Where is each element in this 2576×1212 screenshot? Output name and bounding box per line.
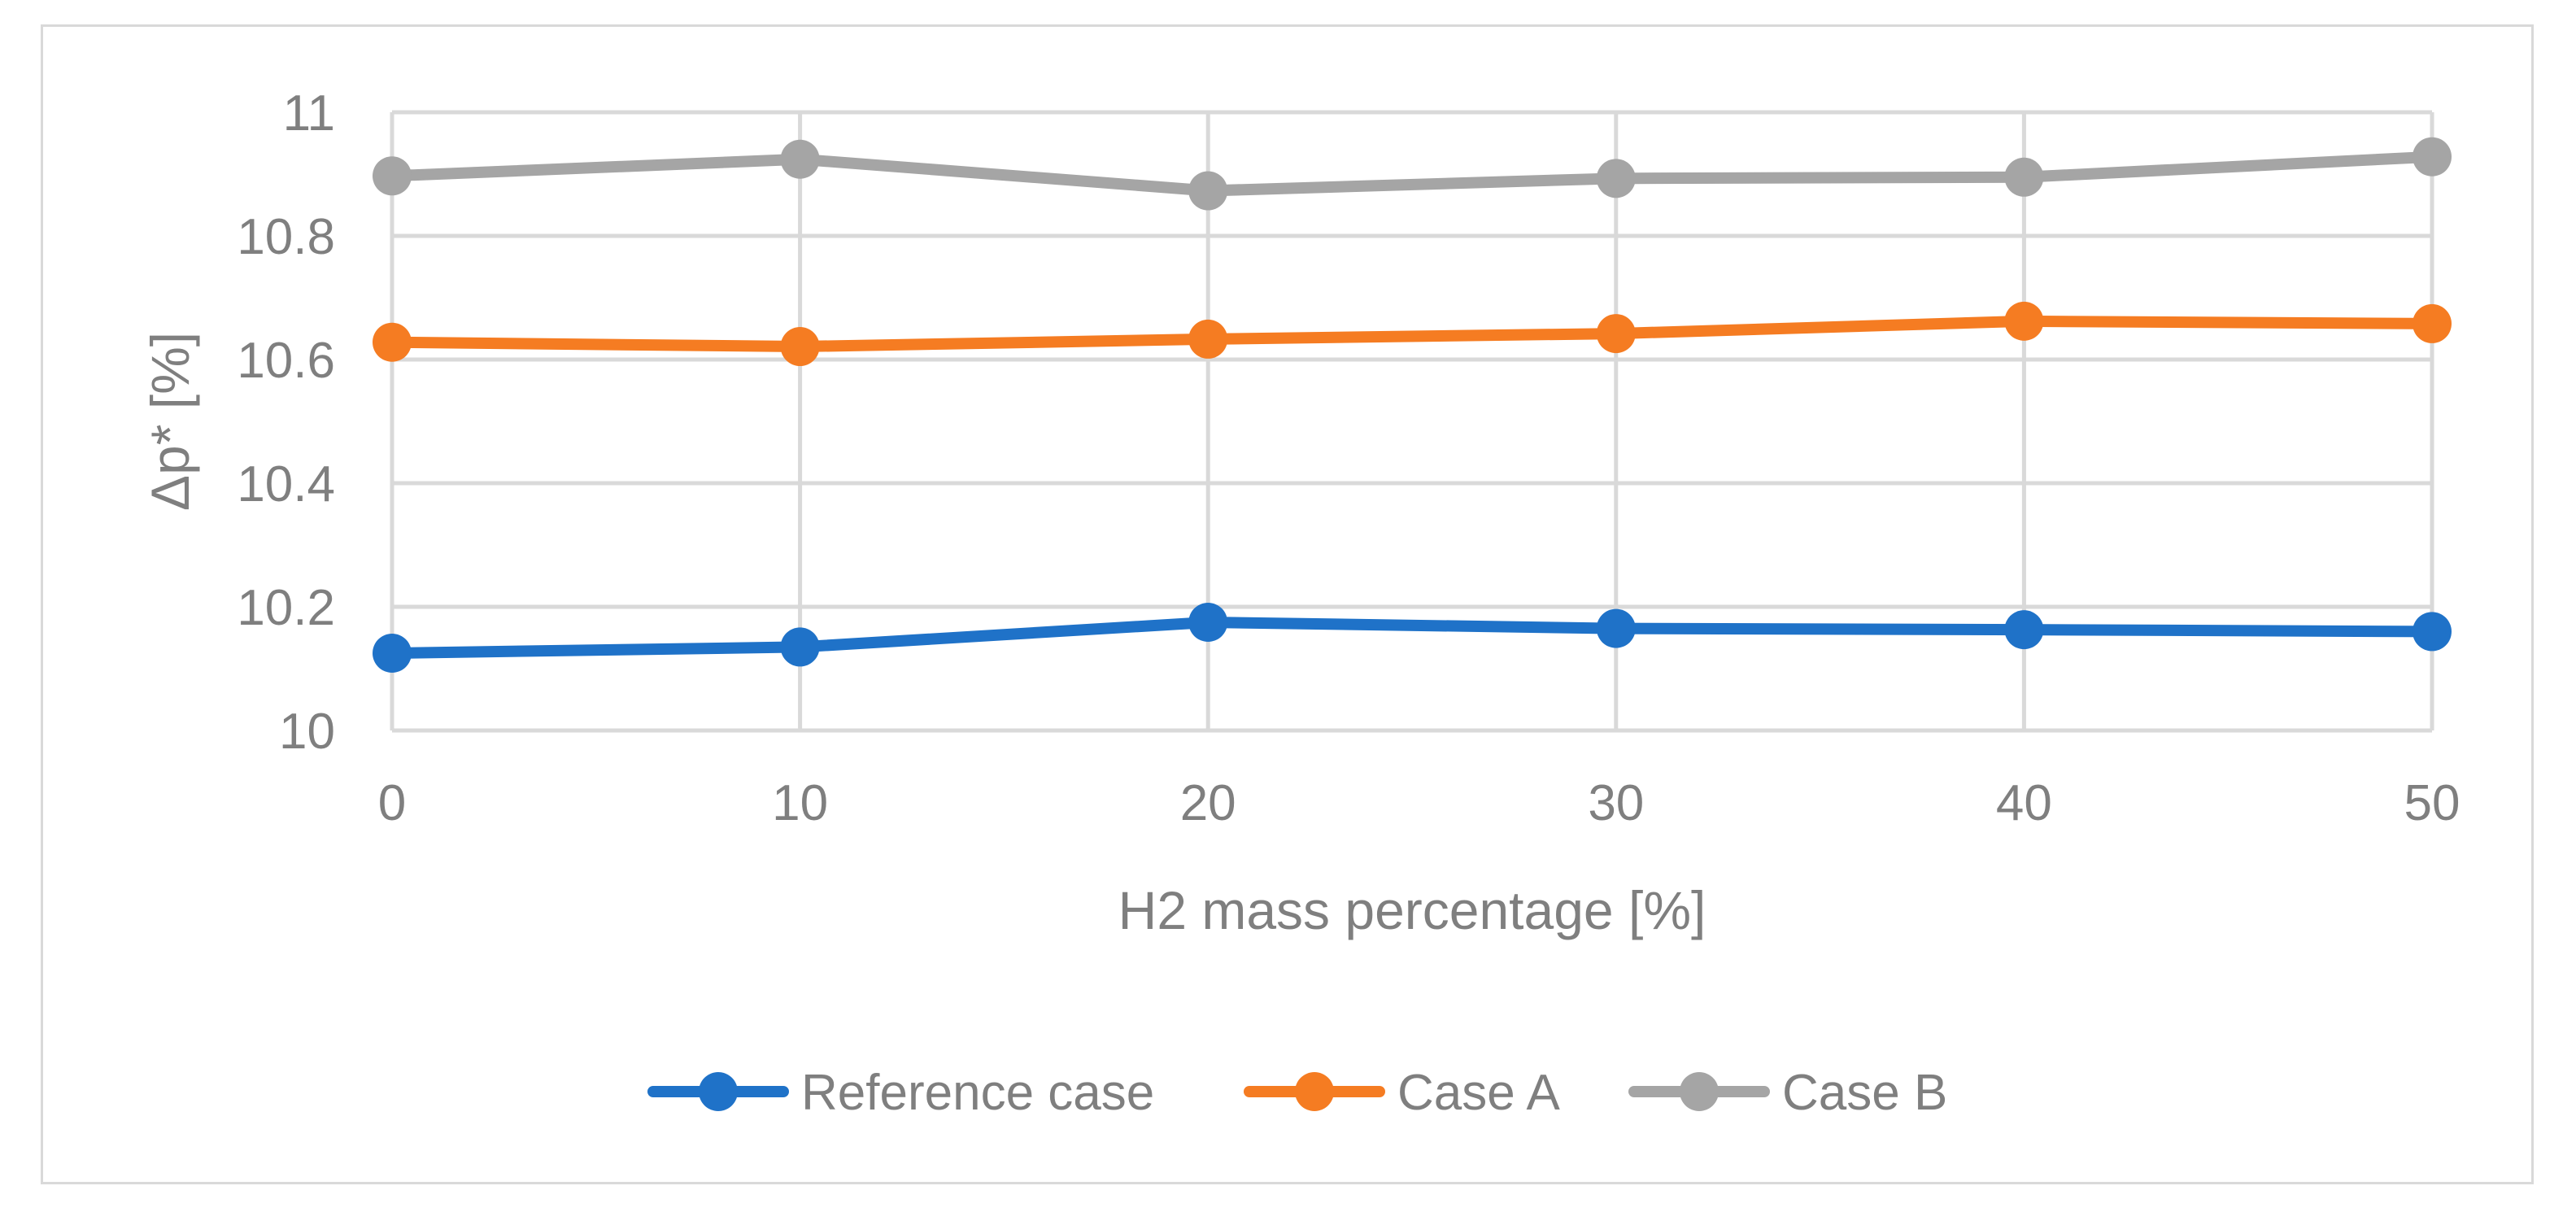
x-tick-label: 10	[772, 775, 828, 831]
y-tick-label: 10.2	[237, 580, 335, 636]
x-tick-label: 30	[1588, 775, 1644, 831]
data-point-case-a	[2004, 301, 2044, 341]
data-point-case-b	[1596, 159, 1636, 198]
data-point-reference-case	[2413, 612, 2452, 652]
data-point-case-a	[373, 322, 412, 362]
data-point-case-a	[1188, 319, 1228, 359]
y-tick-label: 10.6	[237, 333, 335, 389]
legend-item-case-a: Case A	[1244, 1065, 1561, 1121]
data-point-case-b	[2413, 137, 2452, 177]
data-point-reference-case	[2004, 610, 2044, 650]
data-point-reference-case	[780, 627, 820, 667]
legend-marker-case-b	[1680, 1072, 1719, 1111]
x-axis-title: H2 mass percentage [%]	[1118, 880, 1706, 940]
series-case-b	[373, 137, 2452, 211]
data-point-case-b	[780, 139, 820, 179]
legend-label-case-b: Case B	[1782, 1065, 1947, 1121]
y-tick-label: 10	[279, 704, 335, 760]
series-reference-case	[373, 603, 2452, 673]
data-point-case-b	[1188, 171, 1228, 211]
series-line-reference-case	[386, 617, 2438, 659]
y-tick-label: 10.8	[237, 209, 335, 265]
data-point-case-a	[780, 327, 820, 367]
x-tick-label: 40	[1996, 775, 2052, 831]
grid	[390, 110, 2434, 733]
x-tick-label: 0	[378, 775, 406, 831]
data-point-reference-case	[1188, 603, 1228, 642]
x-tick-label: 50	[2404, 775, 2460, 831]
chart-frame	[41, 24, 2534, 1184]
series-line-case-a	[386, 315, 2438, 353]
data-point-case-b	[373, 156, 412, 196]
legend-label-reference-case: Reference case	[801, 1065, 1154, 1121]
series-case-a	[373, 301, 2452, 367]
data-point-case-a	[2413, 303, 2452, 343]
legend-marker-reference-case	[699, 1072, 738, 1111]
data-point-case-a	[1596, 314, 1636, 354]
legend-marker-case-a	[1295, 1072, 1334, 1111]
data-point-case-b	[2004, 157, 2044, 197]
x-axis-ticks: 0 10 20 30 40 50	[378, 775, 2460, 831]
y-axis-title: Δp* [%]	[140, 332, 200, 511]
data-point-reference-case	[1596, 608, 1636, 648]
x-tick-label: 20	[1180, 775, 1236, 831]
y-tick-label: 10.4	[237, 456, 335, 512]
legend: Reference case Case A Case B	[647, 1065, 1947, 1121]
series-line-case-b	[386, 150, 2438, 197]
data-point-reference-case	[373, 634, 412, 673]
legend-label-case-a: Case A	[1397, 1065, 1561, 1121]
y-axis-ticks: 10 10.2 10.4 10.6 10.8 11	[237, 85, 335, 760]
y-tick-label: 11	[283, 85, 335, 142]
legend-item-case-b: Case B	[1628, 1065, 1947, 1121]
legend-item-reference-case: Reference case	[647, 1065, 1154, 1121]
series-group	[373, 137, 2452, 673]
